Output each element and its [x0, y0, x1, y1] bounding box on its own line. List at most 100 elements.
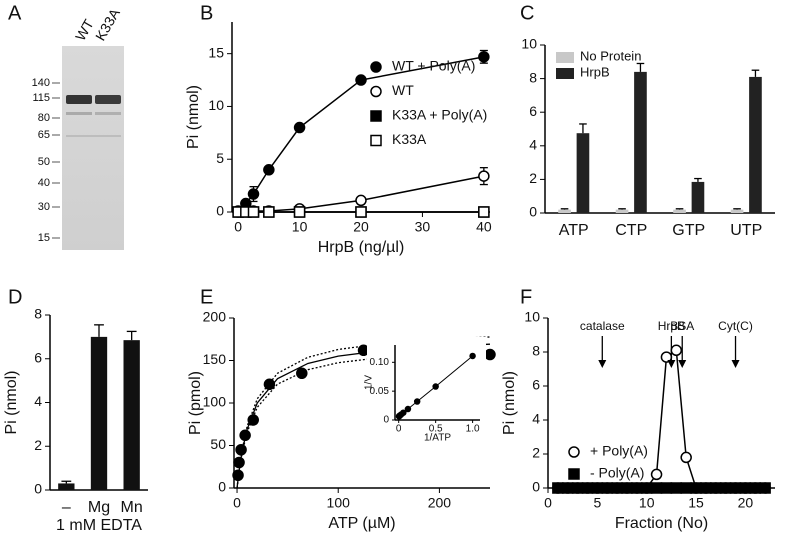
- lane-label: WT: [72, 16, 97, 43]
- bar: [90, 336, 108, 490]
- x-axis-label: 1/ATP: [424, 433, 451, 444]
- legend-label: - Poly(A): [590, 465, 644, 481]
- legend-swatch: [556, 52, 574, 63]
- bar: [576, 133, 590, 213]
- marker: [680, 451, 692, 464]
- gel-band: [95, 112, 121, 115]
- y-tick-label: 6: [532, 377, 540, 393]
- x-tick-label: 5: [593, 495, 601, 511]
- marker: [413, 398, 421, 405]
- y-tick-label: 10: [524, 309, 540, 325]
- y-tick-label: 100: [203, 394, 227, 410]
- marker: [478, 206, 490, 218]
- marker: [478, 170, 490, 182]
- annotation: Cyt(C): [718, 319, 753, 333]
- x-tick-label: 0: [544, 495, 552, 511]
- y-tick-label: 2: [532, 445, 540, 461]
- marker: [660, 482, 673, 494]
- series-line: [557, 348, 766, 489]
- x-axis-label: HrpB (ng/µl): [318, 239, 405, 256]
- arrow-head: [731, 360, 740, 368]
- panel-label: D: [8, 286, 22, 308]
- y-tick-label: 10: [521, 36, 537, 52]
- marker: [293, 206, 306, 218]
- x-tick-label: 0.5: [429, 424, 443, 435]
- marker: [719, 482, 732, 494]
- marker: [247, 188, 260, 200]
- marker: [568, 446, 580, 458]
- x-tick-label: 0: [396, 424, 402, 435]
- marker: [296, 367, 308, 379]
- marker: [591, 482, 604, 494]
- y-tick-label: 8: [529, 69, 537, 85]
- arrow-head: [667, 360, 676, 368]
- x-axis-label: Fraction (No): [615, 515, 708, 532]
- y-tick-label: 2: [529, 170, 537, 186]
- marker: [370, 110, 382, 122]
- x-tick-label: 20: [353, 219, 369, 235]
- y-axis-label: 1/V: [364, 375, 375, 390]
- legend-label: WT: [392, 82, 414, 98]
- gel-band: [66, 112, 92, 115]
- legend-label: + Poly(A): [590, 443, 648, 459]
- marker: [561, 482, 574, 494]
- panel-label: A: [8, 2, 22, 24]
- bar: [58, 483, 75, 490]
- marker: [233, 456, 245, 469]
- y-tick-label: 15: [208, 44, 224, 60]
- marker: [571, 482, 584, 494]
- annotation: BSA: [670, 319, 694, 333]
- marker: [432, 383, 439, 390]
- y-tick-label: 6: [34, 349, 42, 365]
- marker: [484, 348, 496, 361]
- bar: [615, 209, 629, 213]
- marker: [640, 482, 653, 494]
- annotation: catalase: [580, 319, 625, 333]
- marker: [670, 482, 683, 494]
- marker: [235, 444, 247, 456]
- y-tick-label: 150: [203, 351, 227, 367]
- marker: [263, 206, 275, 218]
- marker: [370, 61, 382, 73]
- x-tick-label: 0: [234, 219, 242, 235]
- marker: [621, 482, 633, 494]
- x-tick-label: 15: [688, 495, 704, 511]
- marker: [232, 469, 244, 481]
- y-tick-label: 0: [383, 415, 389, 426]
- arrow-head: [678, 360, 687, 368]
- y-tick-label: 0: [218, 479, 226, 495]
- y-tick-label: 2: [34, 437, 42, 453]
- panel-label: E: [200, 286, 213, 308]
- marker-label: 30: [38, 201, 50, 213]
- y-axis-label: Pi (nmol): [501, 371, 518, 435]
- marker: [759, 482, 771, 494]
- marker: [263, 164, 275, 176]
- marker: [700, 482, 712, 494]
- marker: [404, 405, 412, 413]
- x-tick-label: Mn: [121, 499, 143, 516]
- marker: [739, 482, 752, 494]
- marker: [710, 482, 722, 494]
- marker-label: 140: [32, 77, 50, 89]
- lane-label: K33A: [92, 5, 123, 43]
- marker: [611, 482, 623, 494]
- legend-label: No Protein: [580, 48, 641, 63]
- legend-label: HrpB: [580, 64, 610, 79]
- panel-label: F: [520, 286, 532, 308]
- marker: [239, 429, 251, 442]
- panel-label: C: [520, 2, 534, 24]
- legend-label: WT + Poly(A): [392, 58, 475, 74]
- y-tick-label: 0: [529, 204, 537, 220]
- x-tick-label: UTP: [730, 222, 762, 239]
- marker: [370, 85, 382, 98]
- gel-band: [66, 95, 92, 104]
- marker: [680, 482, 692, 494]
- marker: [355, 74, 367, 86]
- y-tick-label: 10: [208, 97, 224, 113]
- annotation: HrpB: [658, 319, 685, 333]
- marker-label: 80: [38, 112, 50, 124]
- x-axis-label: ATP (µM): [328, 515, 395, 532]
- y-tick-label: 6: [529, 103, 537, 119]
- marker-label: 65: [38, 129, 50, 141]
